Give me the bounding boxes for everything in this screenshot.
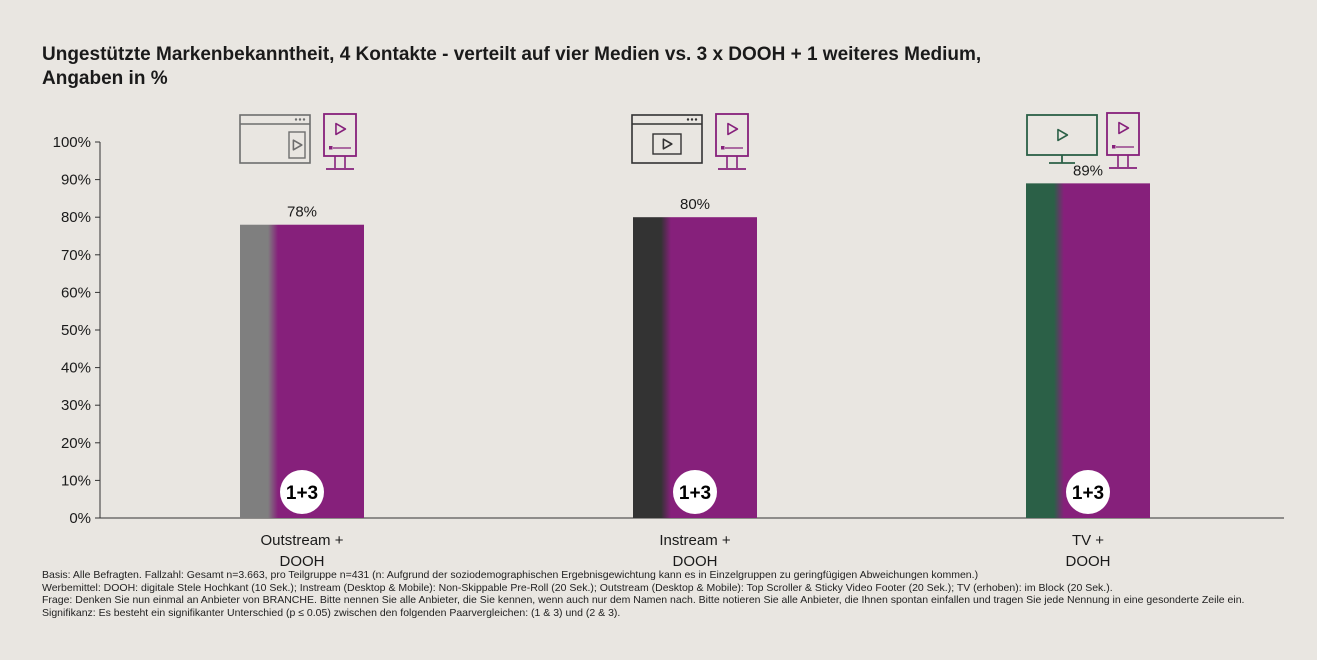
badge-label: 1+3 [679,483,711,504]
dooh-stele-icon [1106,112,1140,169]
y-tick-label: 60% [61,284,91,301]
badge-label: 1+3 [286,483,318,504]
y-tick-label: 40% [61,360,91,377]
y-tick-label: 90% [61,172,91,189]
badge-circle [673,470,717,514]
bar [240,224,364,518]
x-tick-label: DOOH [673,553,718,570]
footnote-frage: Frage: Denken Sie nun einmal an Anbieter… [42,594,1245,606]
badge-circle [280,470,324,514]
footnote-signifikanz: Signifikanz: Es besteht ein signifikante… [42,606,621,619]
chart-title: Ungestützte Markenbekanntheit, 4 Kontakt… [42,43,1142,91]
tv-monitor-icon [1026,114,1098,164]
bar [633,217,757,518]
badge-label: 1+3 [1072,483,1104,504]
footnote-werbemittel: Werbemittel: DOOH: digitale Stele Hochka… [42,581,1113,594]
footnotes: Basis: Alle Befragten. Fallzahl: Gesamt … [42,569,1272,619]
x-tick-label: TV + [1072,532,1104,549]
y-tick-label: 50% [61,322,91,339]
footnote-basis: Basis: Alle Befragten. Fallzahl: Gesamt … [42,569,979,581]
y-tick-label: 70% [61,247,91,264]
x-tick-label: Outstream + [261,532,344,549]
dooh-stele-icon [323,113,357,170]
bar-value-label: 78% [287,204,317,221]
bar [1026,183,1150,519]
y-tick-label: 30% [61,397,91,414]
y-tick-label: 80% [61,209,91,226]
browser-outstream-icon [239,114,311,164]
browser-instream-icon [631,114,703,164]
y-tick-label: 10% [61,472,91,489]
x-tick-label: Instream + [659,532,731,549]
bar-chart: 0% 10% 20% 30% 40% 50% 60% 70% 80% 90% 100% 78% 1+3 O… [53,112,1284,570]
badge-circle [1066,470,1110,514]
x-tick-label: DOOH [280,553,325,570]
bar-value-label: 89% [1073,162,1103,179]
chart-title-line-2: Angaben in % [42,68,168,89]
y-tick-label: 20% [61,435,91,452]
dooh-stele-icon [715,113,749,170]
x-tick-label: DOOH [1066,553,1111,570]
y-tick-label: 0% [69,510,91,527]
bar-value-label: 80% [680,196,710,213]
chart-title-line-1: Ungestützte Markenbekanntheit, 4 Kontakt… [42,44,982,65]
y-tick-label: 100% [53,134,91,151]
